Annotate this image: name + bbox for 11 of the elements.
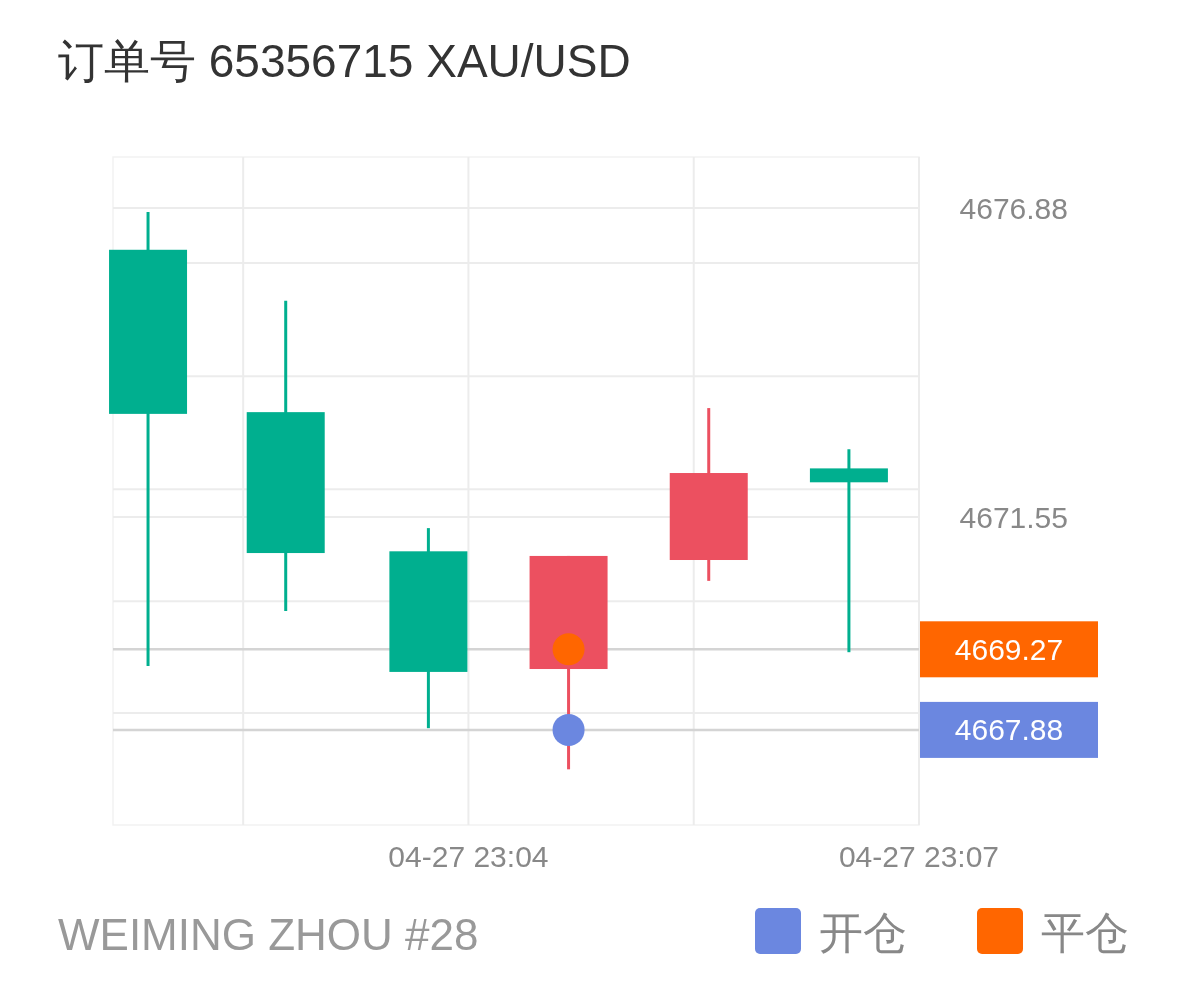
ref-line-label: 4667.88	[954, 713, 1064, 747]
legend-label: 开仓	[819, 908, 907, 957]
x-tick-label: 04-27 23:07	[838, 840, 1000, 873]
legend-label: 平仓	[1041, 908, 1129, 957]
x-tick-label: 04-27 23:04	[388, 840, 549, 873]
y-tick-label: 4671.55	[959, 500, 1068, 534]
text: WEIMING ZHOU #28	[58, 910, 479, 959]
candlestick	[809, 449, 888, 654]
ref-line-label: 4669.27	[954, 632, 1064, 666]
y-tick-label: 4676.88	[959, 191, 1068, 225]
chart-title: 订单号 65356715 XAU/USD	[58, 35, 631, 87]
